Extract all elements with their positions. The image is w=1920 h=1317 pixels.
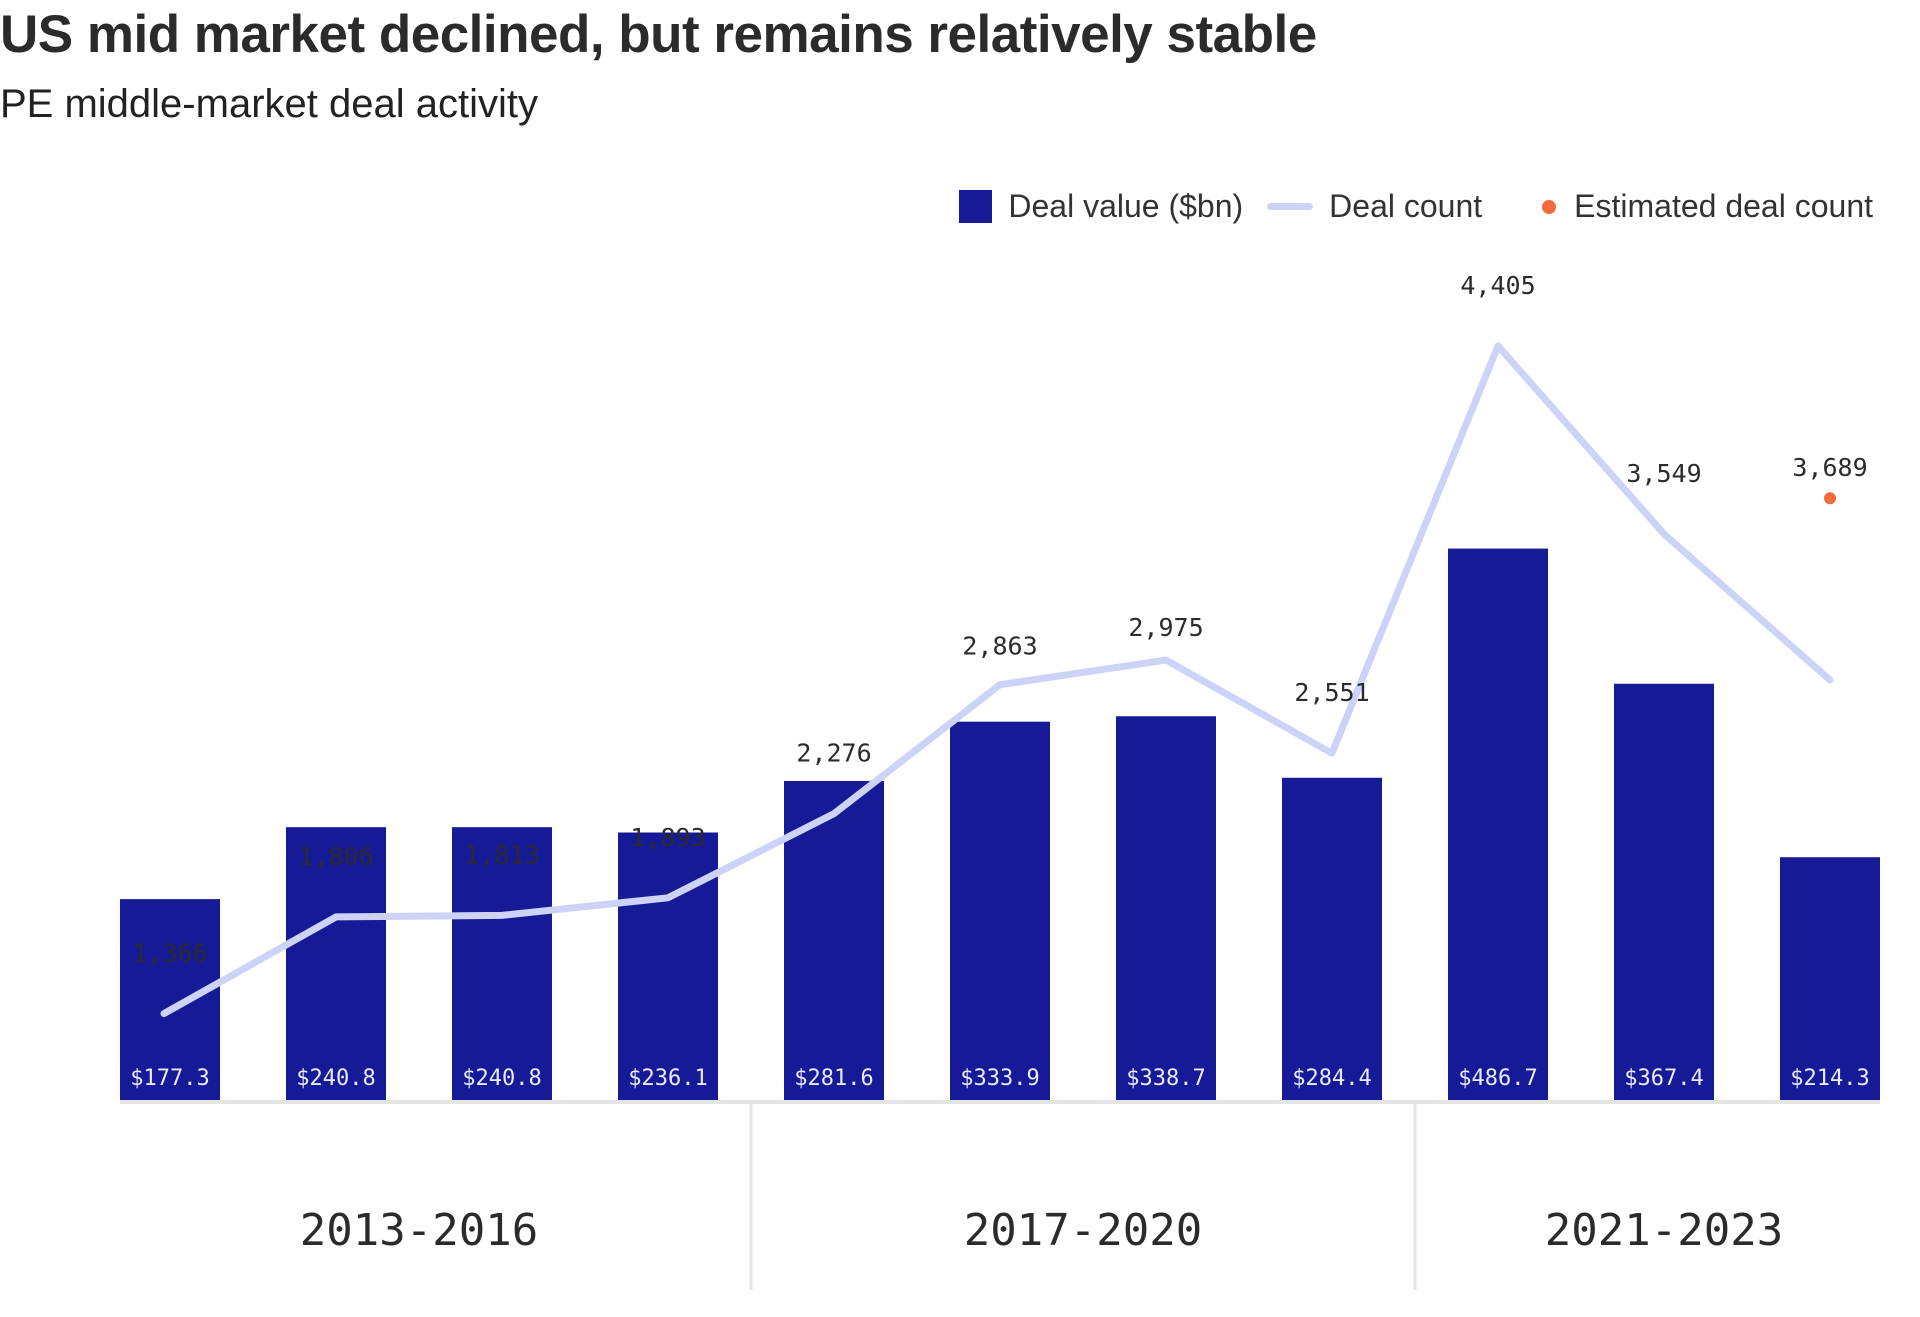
bar-value-label: $284.4 [1292, 1066, 1371, 1091]
bars-layer [120, 548, 1880, 1100]
bar-value-label: $486.7 [1458, 1066, 1537, 1091]
bar-value-label: $240.8 [296, 1066, 375, 1091]
bar-value-label: $214.3 [1790, 1066, 1869, 1091]
count-label: 4,405 [1460, 271, 1535, 300]
legend-item-estimated: Estimated deal count [1482, 188, 1873, 225]
bar-deal-value [120, 899, 220, 1100]
count-label: 2,863 [962, 632, 1037, 661]
count-label: 1,813 [464, 840, 539, 869]
labels-layer: $177.3 $240.8 $240.8 $236.1 $281.6 $333.9 $338… [130, 271, 1869, 1256]
legend-label-deal-count: Deal count [1329, 188, 1483, 224]
count-label: 2,975 [1128, 613, 1203, 642]
legend-swatch-line [1267, 203, 1314, 210]
chart-title: US mid market declined, but remains rela… [0, 5, 1317, 64]
legend-swatch-dot [1542, 199, 1557, 214]
bar-deal-value [1614, 683, 1714, 1100]
bar-value-label: $333.9 [960, 1066, 1039, 1091]
deal-count-line [160, 342, 1834, 1018]
bar-deal-value [1448, 548, 1548, 1100]
bar-value-label: $367.4 [1624, 1066, 1703, 1091]
bar-value-label: $236.1 [628, 1066, 707, 1091]
bar-deal-value [950, 721, 1050, 1100]
count-label: 3,549 [1626, 459, 1701, 488]
bar-deal-value [452, 827, 552, 1100]
bar-value-label: $177.3 [130, 1066, 209, 1091]
axis-layer [120, 1100, 1880, 1290]
count-label: 1,893 [630, 823, 705, 852]
count-label: 2,551 [1294, 678, 1369, 707]
legend-item-deal-count: Deal count [1243, 188, 1482, 225]
count-label: 1,806 [298, 842, 373, 871]
bar-value-label: $338.7 [1126, 1066, 1205, 1091]
bar-deal-value [1116, 716, 1216, 1100]
legend-item-deal-value: Deal value ($bn) [959, 188, 1243, 225]
count-label: 2,276 [796, 739, 871, 768]
count-label: 3,689 [1792, 453, 1867, 482]
legend-swatch-bar [959, 190, 993, 223]
bar-deal-value [1282, 777, 1382, 1100]
line-layer [160, 342, 1836, 1018]
legend-label-estimated: Estimated deal count [1574, 188, 1873, 224]
bar-value-label: $281.6 [794, 1066, 873, 1091]
bar-value-label: $240.8 [462, 1066, 541, 1091]
chart-subtitle: PE middle-market deal activity [0, 82, 538, 126]
legend-label-deal-value: Deal value ($bn) [1008, 188, 1244, 224]
estimated-deal-count-dot [1824, 492, 1836, 505]
bar-deal-value [286, 827, 386, 1100]
group-label: 2017-2020 [964, 1205, 1202, 1256]
group-label: 2013-2016 [300, 1205, 538, 1256]
group-label: 2021-2023 [1545, 1205, 1783, 1256]
chart-legend: Deal value ($bn) Deal count Estimated de… [959, 188, 1873, 225]
bar-deal-value [1780, 857, 1880, 1100]
count-label: 1,366 [132, 939, 207, 968]
bar-deal-value [618, 832, 718, 1100]
